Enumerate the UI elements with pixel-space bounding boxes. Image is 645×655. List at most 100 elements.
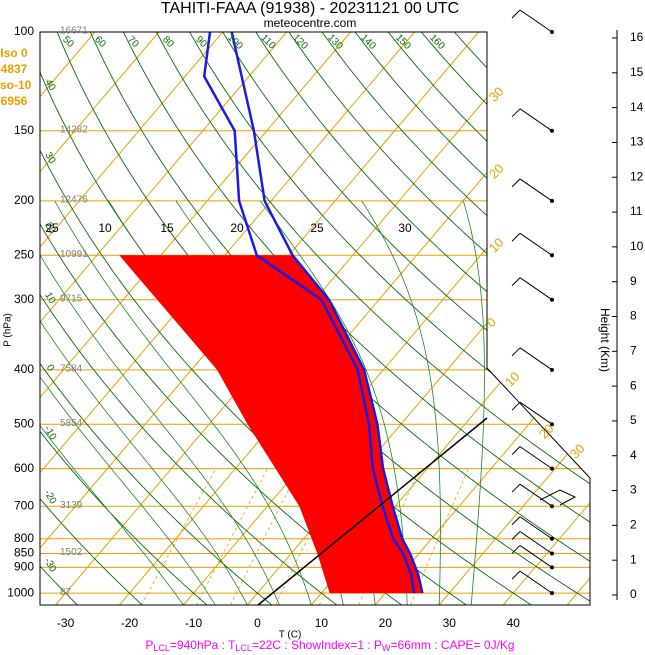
dry-adiabat-label: 0 (44, 363, 57, 374)
wind-barb (511, 483, 521, 493)
moist-adiabat-label: 15 (160, 221, 174, 235)
height-label: 12476 (60, 195, 88, 206)
footer: PLCL=940hPa : TLCL=22C : ShowIndex=1 : P… (145, 638, 514, 653)
moist-adiabat (40, 200, 216, 605)
y-tick-label: 300 (14, 292, 34, 306)
dry-adiabat-label: 80 (160, 34, 176, 50)
y2-tick-label: 15 (630, 65, 644, 79)
y2-tick-label: 4 (630, 448, 637, 462)
moist-adiabat (40, 200, 248, 605)
dry-adiabat-label: 120 (290, 32, 310, 52)
wind-barb (519, 178, 553, 202)
station-dot (550, 551, 554, 556)
wind-barb (511, 545, 521, 554)
station-dot (550, 30, 554, 34)
dry-adiabat (255, 32, 590, 605)
y2-axis-title: Height (Km) (598, 308, 612, 372)
station-dot (550, 466, 554, 471)
isotherm (40, 32, 288, 605)
footer-subscript: W (382, 643, 391, 653)
height-label: 3139 (60, 500, 83, 511)
footer-subscript: LCL (235, 643, 252, 653)
mixing-ratio-line (196, 468, 268, 605)
wind-barb (511, 232, 521, 242)
isotherm-label: 10 (486, 235, 507, 256)
y-tick-label: 200 (14, 193, 34, 207)
dry-adiabat-label: 90 (193, 34, 209, 50)
wind-barb (511, 516, 521, 526)
dry-adiabat-label: 10 (42, 291, 57, 307)
height-label: 10991 (60, 249, 88, 260)
reference-line (257, 417, 488, 606)
y2-tick-label: 12 (630, 169, 644, 183)
wind-barb (519, 516, 553, 540)
wind-barb (511, 108, 521, 118)
mixing-ratio-line (141, 468, 217, 605)
dry-adiabat-label: 110 (258, 33, 277, 52)
mixing-ratio-line (318, 468, 384, 605)
x-tick-label: 30 (443, 616, 457, 630)
isotherm-label: 0 (483, 314, 499, 330)
y-tick-label: 150 (14, 123, 34, 137)
x-axis-title: T (C) (279, 630, 302, 641)
footer-text: =66mm : CAPE= 0J/Kg (391, 638, 515, 652)
x-tick-label: 40 (507, 616, 521, 630)
dry-adiabat (520, 32, 590, 605)
height-label: 1502 (60, 547, 83, 558)
dry-adiabat-label: -10 (42, 424, 59, 442)
plot-frame (39, 31, 591, 606)
station-dot (550, 591, 554, 596)
dry-adiabat-label: 160 (427, 32, 447, 52)
y2-tick-label: 16 (630, 30, 644, 44)
isotherm (40, 32, 415, 605)
wind-barb (519, 570, 553, 594)
y2-tick-label: 2 (630, 518, 637, 532)
x-tick-label: 20 (379, 616, 393, 630)
dry-adiabat (40, 32, 337, 605)
moist-adiabat-label: 25 (45, 221, 59, 235)
wind-barb (511, 9, 521, 19)
y-tick-label: 500 (14, 416, 34, 430)
y2-tick-label: 10 (630, 239, 644, 253)
dry-adiabat-label: 70 (125, 34, 141, 50)
y-tick-label: 400 (14, 362, 34, 376)
moist-adiabat-label: 20 (230, 221, 244, 235)
y-tick-label: 700 (14, 498, 34, 512)
dry-adiabat (487, 32, 590, 605)
mixing-ratio-line (230, 468, 300, 605)
profiles (119, 32, 424, 594)
dewpoint-line (202, 32, 416, 594)
temperature-line (230, 32, 424, 594)
dry-adiabat (40, 32, 143, 605)
iso10-label: Iso-10 (0, 78, 32, 92)
height-label: 16671 (60, 26, 88, 37)
y2-tick-label: 8 (630, 309, 637, 323)
dry-adiabat-label: 20 (42, 221, 57, 237)
dry-adiabat-label: 130 (325, 32, 345, 52)
footer-subscript: LCL (153, 643, 170, 653)
height-label: 5854 (60, 418, 83, 429)
moist-adiabat (40, 200, 280, 605)
moist-adiabat (462, 200, 485, 605)
mixing-ratio-line (275, 468, 343, 605)
y-tick-label: 100 (14, 24, 34, 38)
chart-title: TAHITI-FAAA (91938) - 20231121 00 UTC (161, 0, 459, 17)
wind-barb (511, 531, 521, 540)
station-dot (550, 128, 554, 133)
station-dot (550, 367, 554, 372)
dry-adiabat (40, 32, 208, 605)
x-tick-label: 10 (315, 616, 329, 630)
y2-tick-label: 14 (630, 100, 644, 114)
wind-barb (519, 347, 553, 371)
y-tick-label: 800 (14, 531, 34, 545)
moist-adiabat (54, 200, 312, 605)
isotherm-label: 30 (486, 84, 507, 105)
iso0-value: 4837 (1, 62, 28, 76)
wind-barb (519, 9, 553, 33)
y-axis-title: P (hPa) (3, 313, 14, 347)
isotherm (40, 32, 224, 605)
x-tick-label: -20 (121, 616, 139, 630)
hodograph (539, 489, 577, 506)
wind-barb (519, 277, 553, 301)
wind-barb (511, 401, 521, 411)
